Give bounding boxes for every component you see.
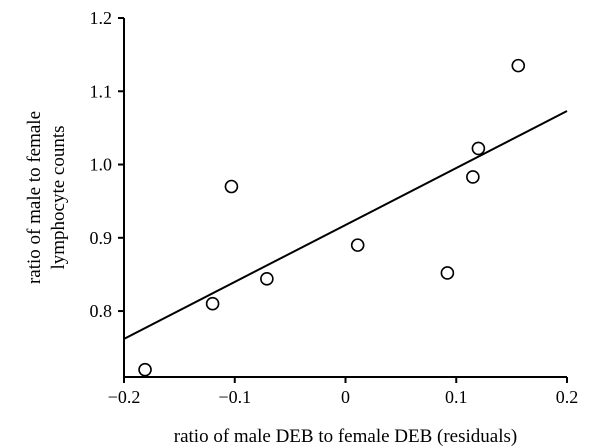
data-point <box>471 141 486 156</box>
data-point <box>138 362 152 377</box>
y-tick-label: 0.9 <box>90 228 113 248</box>
x-tick-label: −0.1 <box>218 387 251 407</box>
x-tick-label: 0 <box>341 387 350 407</box>
x-axis-ticks: −0.2 −0.1 0 0.1 0.2 <box>108 377 579 407</box>
y-tick-label: 0.8 <box>90 301 113 321</box>
data-point <box>466 170 480 184</box>
x-tick-label: 0.2 <box>556 387 579 407</box>
trend-line <box>123 110 568 340</box>
y-axis-ticks: 0.8 0.9 1.0 1.1 1.2 <box>90 8 124 321</box>
data-point <box>260 272 274 286</box>
data-point <box>205 296 220 311</box>
x-tick-label: 0.1 <box>445 387 468 407</box>
y-axis-title-line-2: lymphocyte counts <box>48 125 69 269</box>
y-tick-label: 1.2 <box>90 8 113 28</box>
axes <box>123 18 567 378</box>
x-axis-title: ratio of male DEB to female DEB (residua… <box>174 426 517 447</box>
data-points <box>138 58 526 377</box>
data-point <box>350 238 365 252</box>
data-point <box>511 58 526 73</box>
x-tick-label: −0.2 <box>108 387 141 407</box>
y-axis-title-line-1: ratio of male to female <box>24 111 45 284</box>
y-tick-label: 1.1 <box>90 81 113 101</box>
data-point <box>440 266 455 280</box>
data-point <box>224 179 239 194</box>
y-tick-label: 1.0 <box>90 155 113 175</box>
